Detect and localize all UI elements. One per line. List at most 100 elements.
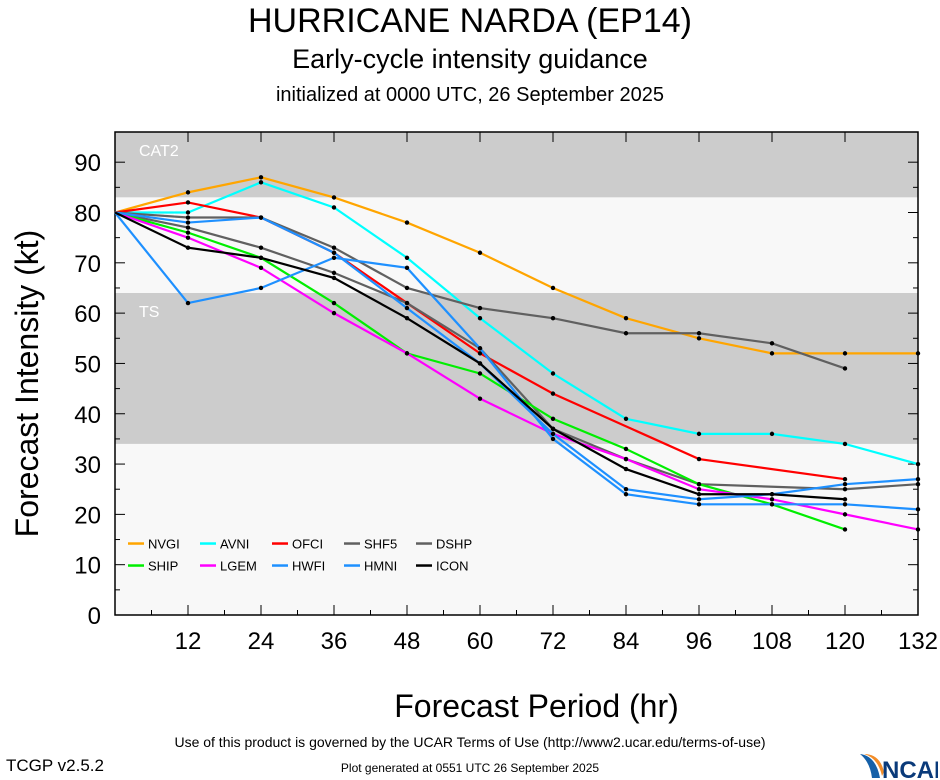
data-point bbox=[842, 441, 848, 447]
svg-text:NCAR: NCAR bbox=[882, 757, 938, 780]
y-axis-label: Forecast Intensity (kt) bbox=[9, 230, 45, 538]
series-label: DSHP bbox=[436, 537, 472, 552]
data-point bbox=[623, 446, 629, 452]
series-hmni bbox=[114, 211, 921, 502]
series-line bbox=[114, 211, 919, 531]
data-point bbox=[842, 512, 848, 517]
series-label: ICON bbox=[436, 559, 469, 574]
data-point bbox=[258, 265, 264, 271]
series-line bbox=[114, 211, 919, 501]
data-point bbox=[696, 497, 702, 502]
x-tick-label: 108 bbox=[752, 628, 792, 655]
series-lgem bbox=[114, 211, 921, 532]
x-tick-label: 72 bbox=[540, 628, 567, 655]
series-key: NVGI AVNI OFCI SHF5 DSHP SHIP LGEM HWFI HMNI ICON bbox=[128, 537, 472, 574]
series-avni bbox=[115, 180, 921, 467]
x-tick-label: 12 bbox=[175, 628, 202, 655]
x-tick-label: 36 bbox=[321, 628, 348, 655]
data-point bbox=[915, 461, 921, 467]
data-point bbox=[550, 391, 556, 396]
data-point bbox=[185, 245, 191, 250]
data-point bbox=[185, 215, 191, 220]
data-point bbox=[477, 346, 483, 351]
terms-of-use: Use of this product is governed by the U… bbox=[174, 734, 766, 750]
data-point bbox=[769, 351, 775, 356]
y-tick-label: 50 bbox=[74, 351, 101, 378]
generated-time: Plot generated at 0551 UTC 26 September … bbox=[340, 761, 600, 775]
data-point bbox=[331, 275, 337, 281]
data-point bbox=[258, 285, 264, 291]
data-point bbox=[842, 487, 848, 492]
data-point bbox=[477, 305, 483, 311]
key-item-icon: ICON bbox=[416, 559, 469, 574]
data-point bbox=[258, 175, 264, 180]
data-point bbox=[404, 285, 410, 291]
series-hwfi bbox=[114, 211, 921, 512]
data-point bbox=[331, 310, 337, 316]
data-point bbox=[842, 497, 848, 502]
key-item-nvgi: NVGI bbox=[128, 537, 180, 552]
data-point bbox=[550, 371, 556, 376]
data-point bbox=[696, 431, 702, 437]
series-nvgi bbox=[114, 175, 921, 356]
data-point bbox=[915, 527, 921, 532]
band-cat2 bbox=[115, 132, 918, 198]
data-point bbox=[331, 195, 337, 200]
x-tick-label: 60 bbox=[467, 628, 494, 655]
data-point bbox=[477, 361, 483, 366]
data-point bbox=[842, 481, 848, 487]
data-point bbox=[550, 431, 556, 437]
data-point bbox=[404, 265, 410, 271]
data-point bbox=[550, 315, 556, 321]
data-point bbox=[915, 351, 921, 356]
series-label: SHIP bbox=[148, 559, 178, 574]
data-point bbox=[185, 200, 191, 205]
data-point bbox=[404, 255, 410, 260]
x-axis-label: Forecast Period (hr) bbox=[394, 688, 679, 724]
band-below-ts bbox=[115, 443, 918, 615]
data-point bbox=[331, 250, 337, 255]
band-label: CAT2 bbox=[139, 143, 179, 160]
y-tick-label: 30 bbox=[74, 452, 101, 479]
data-point bbox=[696, 336, 702, 341]
key-item-shf5: SHF5 bbox=[344, 537, 397, 552]
data-point bbox=[550, 285, 556, 291]
data-point bbox=[842, 502, 848, 507]
data-point bbox=[404, 300, 410, 306]
data-point bbox=[696, 481, 702, 487]
data-point bbox=[623, 331, 629, 336]
y-tick-label: 40 bbox=[74, 402, 101, 429]
y-tick-label: 60 bbox=[74, 301, 101, 328]
series-label: HWFI bbox=[292, 559, 325, 574]
series-label: LGEM bbox=[220, 559, 257, 574]
data-point bbox=[623, 456, 629, 462]
x-tick-label: 132 bbox=[898, 628, 938, 655]
band-label: TS bbox=[139, 304, 159, 321]
data-point bbox=[842, 366, 848, 371]
data-point bbox=[185, 220, 191, 225]
series-label: OFCI bbox=[292, 537, 323, 552]
data-point bbox=[550, 416, 556, 421]
series-label: NVGI bbox=[148, 537, 180, 552]
y-tick-label: 90 bbox=[74, 150, 101, 177]
data-point bbox=[696, 456, 702, 462]
data-point bbox=[331, 245, 337, 250]
chart-title: HURRICANE NARDA (EP14) bbox=[248, 2, 692, 40]
init-time: initialized at 0000 UTC, 26 September 20… bbox=[275, 84, 664, 106]
data-point bbox=[477, 371, 483, 376]
x-tick-label: 24 bbox=[248, 628, 275, 655]
y-tick-label: 80 bbox=[74, 201, 101, 228]
data-point bbox=[185, 210, 191, 215]
data-point bbox=[331, 300, 337, 306]
x-tick-label: 48 bbox=[394, 628, 421, 655]
data-point bbox=[477, 250, 483, 255]
key-item-ship: SHIP bbox=[128, 559, 178, 574]
x-tick-label: 84 bbox=[613, 628, 640, 655]
data-point bbox=[842, 351, 848, 356]
y-tick-label: 20 bbox=[74, 502, 101, 529]
data-point bbox=[769, 341, 775, 346]
data-point bbox=[404, 351, 410, 356]
series-line bbox=[114, 211, 919, 511]
data-point bbox=[185, 300, 191, 306]
